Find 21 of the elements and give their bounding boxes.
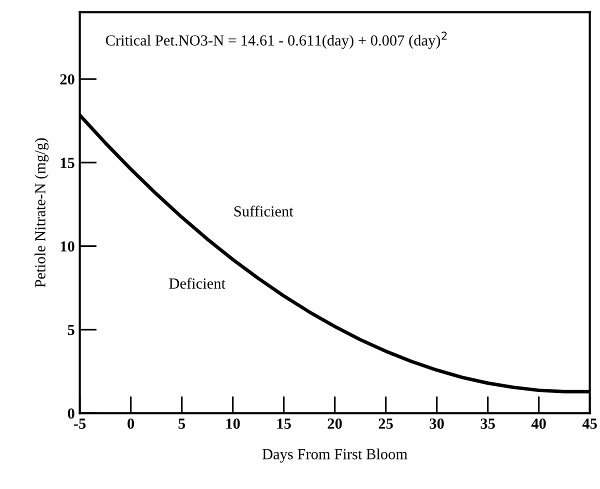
x-axis-title: Days From First Bloom (262, 448, 408, 462)
y-tick-label: 5 (68, 324, 74, 336)
y-tick-label: 10 (60, 241, 74, 252)
annotation: Deficient (169, 278, 226, 289)
x-tick-label: 30 (430, 418, 444, 429)
x-tick-label: 45 (582, 418, 597, 429)
annotation: Critical Pet.NO3-N = 14.61 - 0.611(day) + 0.007 (day)$^{2}$ (106, 32, 447, 49)
y-axis-title: Petiole Nitrate-N (mg/g) (34, 138, 49, 288)
y-tick-label: 20 (60, 74, 74, 85)
annotation: Sufficient (234, 206, 294, 217)
y-tick-label: 0 (68, 408, 74, 419)
x-tick-label: 25 (378, 418, 393, 429)
x-tick-label: 0 (128, 418, 134, 429)
y-tick-label: 15 (60, 158, 74, 168)
x-tick-label: -5 (74, 418, 86, 429)
x-tick-label: 20 (328, 418, 342, 429)
x-tick-label: 10 (226, 418, 240, 429)
x-tick-label: 5 (178, 418, 186, 429)
x-tick-label: 35 (480, 418, 495, 429)
x-tick-label: 40 (531, 418, 546, 429)
x-tick-label: 15 (277, 418, 291, 429)
